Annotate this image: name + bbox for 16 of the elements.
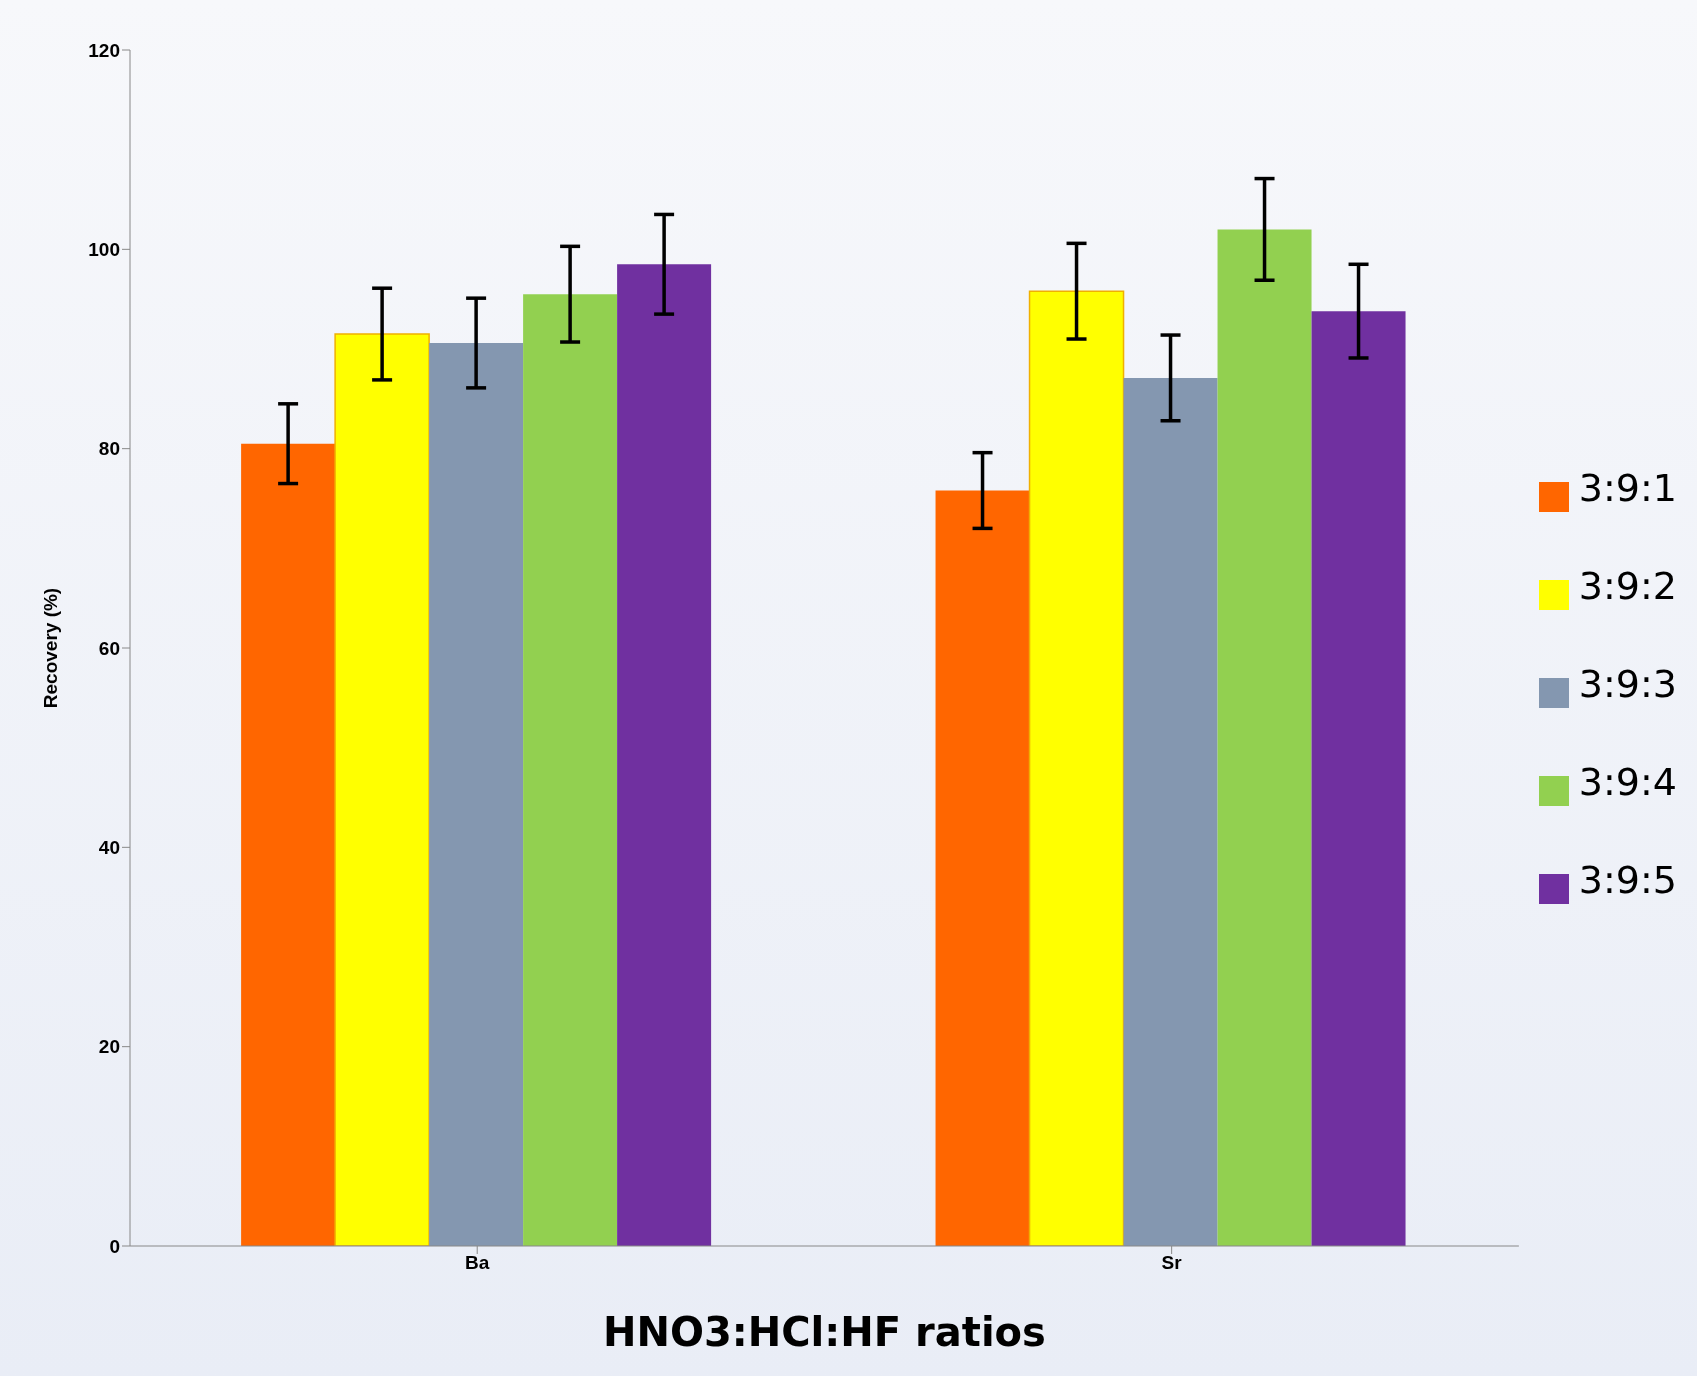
legend-label: 3:9:4: [1578, 760, 1677, 804]
x-axis-title: HNO3:HCl:HF ratios: [602, 1309, 1046, 1355]
legend-label: 3:9:5: [1578, 858, 1677, 902]
legend-label: 3:9:2: [1578, 564, 1677, 608]
y-tick-label: 100: [88, 239, 120, 261]
y-axis-title: Recovery (%): [39, 587, 61, 709]
x-tick-label: Ba: [465, 1252, 490, 1274]
y-tick-label: 0: [109, 1235, 120, 1257]
y-tick-label: 20: [98, 1036, 120, 1058]
y-tick-label: 120: [88, 39, 120, 61]
x-tick-label: Sr: [1161, 1252, 1183, 1274]
y-tick-label: 80: [98, 438, 120, 460]
legend-label: 3:9:3: [1578, 662, 1677, 706]
y-tick-label: 40: [98, 837, 120, 859]
y-tick-label: 60: [98, 637, 120, 659]
legend-label: 3:9:1: [1578, 466, 1677, 510]
